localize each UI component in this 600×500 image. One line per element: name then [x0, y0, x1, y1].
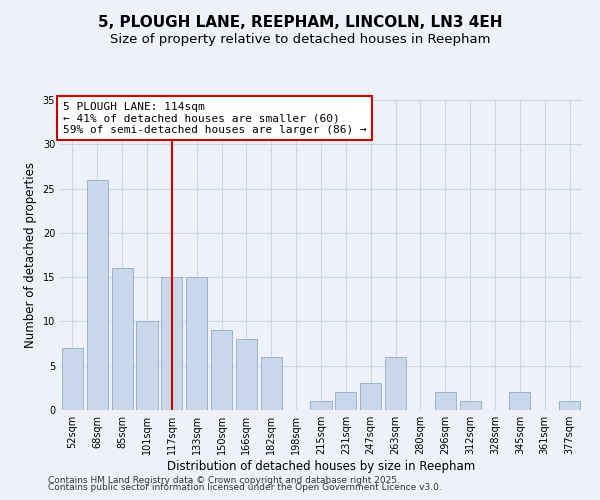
Text: 5 PLOUGH LANE: 114sqm
← 41% of detached houses are smaller (60)
59% of semi-deta: 5 PLOUGH LANE: 114sqm ← 41% of detached … — [62, 102, 367, 134]
Bar — [559, 401, 580, 410]
Bar — [261, 357, 282, 410]
Bar — [87, 180, 108, 410]
Text: Size of property relative to detached houses in Reepham: Size of property relative to detached ho… — [110, 32, 490, 46]
Bar — [236, 339, 257, 410]
Bar — [335, 392, 356, 410]
Text: Contains public sector information licensed under the Open Government Licence v3: Contains public sector information licen… — [48, 484, 442, 492]
Bar — [112, 268, 133, 410]
Text: 5, PLOUGH LANE, REEPHAM, LINCOLN, LN3 4EH: 5, PLOUGH LANE, REEPHAM, LINCOLN, LN3 4E… — [98, 15, 502, 30]
Bar — [509, 392, 530, 410]
Y-axis label: Number of detached properties: Number of detached properties — [24, 162, 37, 348]
Bar — [62, 348, 83, 410]
Bar — [385, 357, 406, 410]
Text: Contains HM Land Registry data © Crown copyright and database right 2025.: Contains HM Land Registry data © Crown c… — [48, 476, 400, 485]
Bar — [136, 322, 158, 410]
X-axis label: Distribution of detached houses by size in Reepham: Distribution of detached houses by size … — [167, 460, 475, 473]
Bar — [161, 277, 182, 410]
Bar — [460, 401, 481, 410]
Bar — [211, 330, 232, 410]
Bar — [360, 384, 381, 410]
Bar — [310, 401, 332, 410]
Bar — [435, 392, 456, 410]
Bar — [186, 277, 207, 410]
